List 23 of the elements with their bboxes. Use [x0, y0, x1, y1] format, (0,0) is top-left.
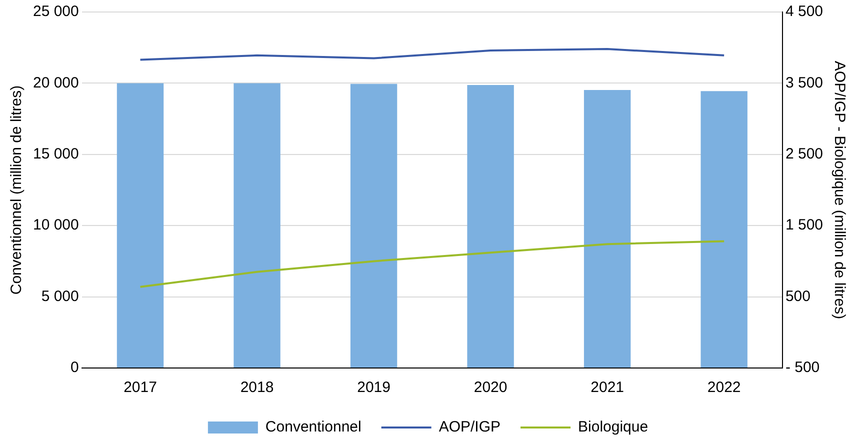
- x-tick-label: 2017: [124, 379, 157, 396]
- y-tick-label: 15 000: [32, 146, 79, 163]
- y-tick-label: 20 000: [32, 74, 79, 92]
- y-tick-label: 25 000: [32, 3, 79, 20]
- y-tick-label: 5 000: [41, 288, 79, 305]
- legend-label: AOP/IGP: [438, 418, 501, 436]
- x-tick-label: 2018: [240, 379, 274, 396]
- y2-tick-label: 1 500: [785, 216, 824, 234]
- legend-label: Conventionnel: [265, 418, 362, 436]
- y2-tick-label: 500: [785, 288, 810, 305]
- y2-tick-label: 2 500: [785, 146, 824, 163]
- y2-tick-label: 4 500: [785, 3, 824, 20]
- y-tick-label: 10 000: [32, 216, 79, 234]
- x-tick-label: 2019: [357, 379, 390, 396]
- y-tick-label: 0: [70, 359, 79, 376]
- x-tick-label: 2022: [707, 379, 741, 396]
- x-tick-label: 2021: [590, 379, 624, 396]
- y2-tick-label: 3 500: [785, 74, 824, 92]
- legend-label: Biologique: [578, 418, 648, 436]
- y2-tick-label: - 500: [785, 359, 820, 376]
- y2-axis-title: AOP/IGP - Biologique (million de litres): [830, 60, 848, 320]
- y-axis-title: Conventionnel (million de litres): [8, 85, 26, 295]
- x-tick-label: 2020: [474, 379, 508, 396]
